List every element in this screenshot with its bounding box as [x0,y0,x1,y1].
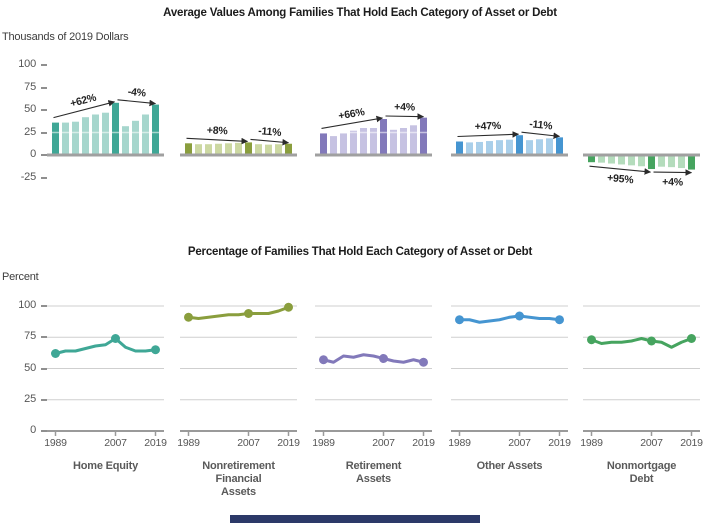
change-arrow-1989-2007 [53,100,116,119]
bar-nonmortgage-debt [588,155,595,163]
bar-other-assets [516,135,523,155]
bar-home-equity [142,114,149,155]
bar-retirement-assets [410,125,417,155]
bar-retirement-assets [360,128,367,155]
bar-other-assets [506,139,513,155]
line-other-assets [458,314,561,324]
marker-dot [244,309,253,318]
bar-home-equity [112,102,119,155]
bar-nonretirement-financial-assets [235,142,242,155]
bar-nonretirement-financial-assets [205,144,212,155]
bar-other-assets [556,137,563,155]
bar-nonmortgage-debt [628,155,635,166]
bar-retirement-assets [390,129,397,155]
line-nonretirement-financial-assets [187,305,290,320]
bar-home-equity [52,122,59,155]
bar-retirement-assets [330,136,337,155]
change-arrow-2007-2019-label: -11% [258,125,283,139]
bar-home-equity [92,114,99,155]
bar-nonmortgage-debt [668,155,675,168]
bar-nonretirement-financial-assets [195,144,202,155]
line-nonmortgage-debt [590,337,693,349]
change-arrow-1989-2007 [457,131,520,138]
bar-home-equity [102,112,109,155]
bar-nonretirement-financial-assets [185,143,192,155]
footer-bar [230,515,480,523]
bar-nonmortgage-debt [648,155,655,170]
bar-home-equity [62,122,69,155]
change-arrow-1989-2007-label: +66% [337,106,366,122]
bar-retirement-assets [380,119,387,155]
change-arrow-2007-2019-label: +4% [394,101,416,113]
bar-nonretirement-financial-assets [225,143,232,155]
bar-home-equity [82,117,89,155]
marker-dot [515,311,524,321]
bar-other-assets [456,141,463,155]
bar-nonmortgage-debt [688,155,695,170]
bar-other-assets [476,141,483,155]
bar-nonmortgage-debt [598,155,605,163]
bar-nonretirement-financial-assets [255,144,262,155]
bar-home-equity [132,120,139,155]
bar-other-assets [466,142,473,155]
bar-nonmortgage-debt [618,155,625,165]
change-arrow-1989-2007-label: +47% [474,120,502,133]
change-arrow-2007-2019 [521,131,561,139]
line-retirement-assets [322,353,425,364]
bar-retirement-assets [350,130,357,155]
marker-dot [419,357,428,367]
marker-dot [319,355,328,365]
marker-dot [687,334,696,343]
change-arrow-2007-2019-label: -4% [127,86,147,100]
bar-other-assets [546,138,553,155]
bar-other-assets [496,140,503,155]
bar-home-equity [122,126,129,155]
change-arrow-2007-2019 [653,169,693,176]
bar-nonretirement-financial-assets [265,144,272,155]
bar-retirement-assets [400,128,407,155]
marker-dot [51,349,60,358]
change-arrow-2007-2019 [117,99,157,107]
change-arrow-1989-2007 [321,115,384,129]
bar-retirement-assets [420,117,427,155]
bar-nonretirement-financial-assets [285,143,292,155]
change-arrow-2007-2019-label: -11% [529,118,554,133]
bar-retirement-assets [340,133,347,155]
bar-nonretirement-financial-assets [215,143,222,155]
change-arrow-1989-2007 [186,137,249,145]
bar-home-equity [72,121,79,155]
marker-dot [111,334,120,343]
change-arrow-2007-2019 [385,113,425,120]
bar-other-assets [486,141,493,155]
marker-dot [151,345,160,355]
change-arrow-2007-2019 [250,138,290,146]
marker-dot [587,335,596,345]
change-arrow-2007-2019-label: +4% [662,176,684,188]
bar-nonmortgage-debt [678,155,685,169]
bar-retirement-assets [320,133,327,155]
bar-retirement-assets [370,128,377,155]
bar-nonmortgage-debt [608,155,615,164]
bar-home-equity [152,104,159,155]
marker-dot [379,354,388,363]
bar-other-assets [536,139,543,155]
bar-nonmortgage-debt [658,155,665,167]
bar-nonretirement-financial-assets [245,142,252,155]
marker-dot [555,315,564,325]
change-arrow-1989-2007 [589,165,652,175]
marker-dot [647,336,656,346]
line-home-equity [54,337,157,355]
marker-dot [455,315,464,325]
bar-nonmortgage-debt [638,155,645,167]
bar-other-assets [526,140,533,155]
change-arrow-1989-2007-label: +95% [607,172,635,187]
bar-nonretirement-financial-assets [275,144,282,155]
marker-dot [184,312,193,322]
marker-dot [284,302,293,312]
change-arrow-1989-2007-label: +8% [207,124,229,137]
